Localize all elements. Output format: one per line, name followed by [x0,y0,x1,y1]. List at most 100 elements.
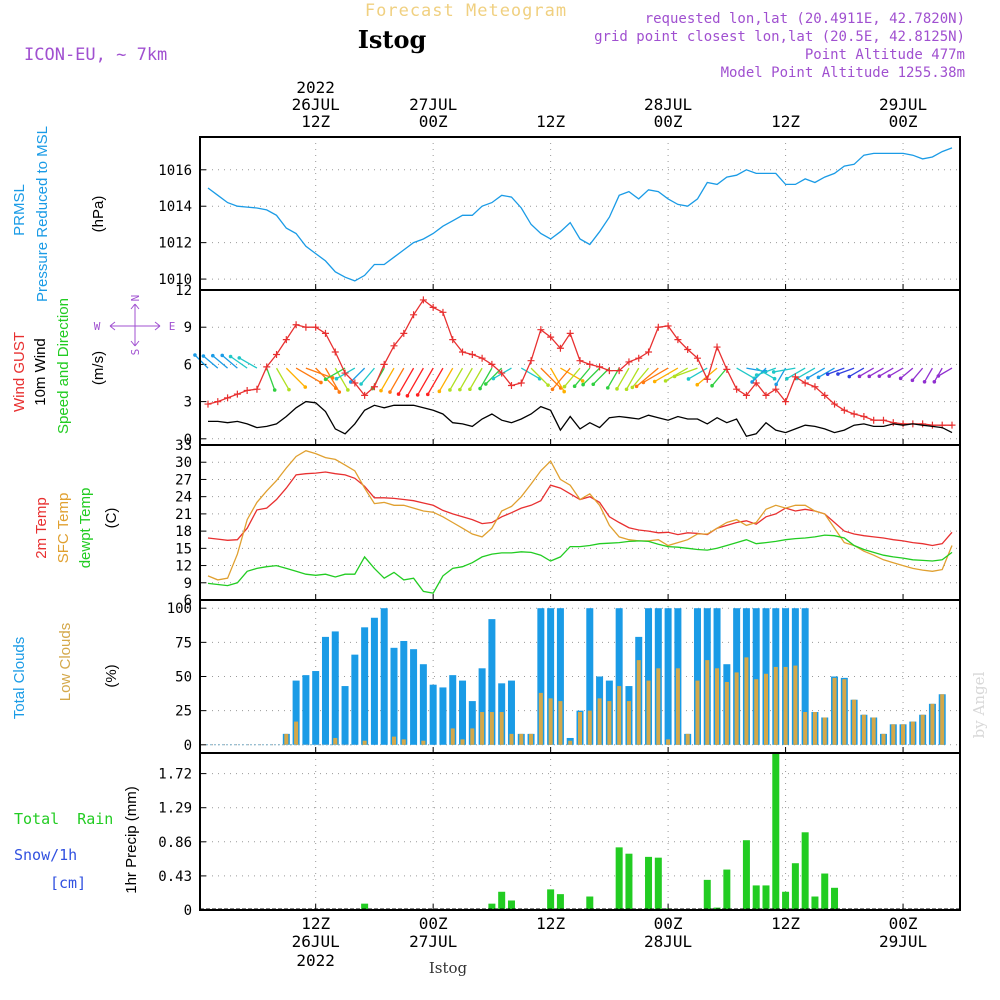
wind-barb [574,367,591,387]
gust-marker [459,348,467,356]
low-cloud-bar [812,712,817,745]
low-cloud-bar [450,728,455,745]
gust-marker [742,391,750,399]
low-cloud-bar [499,712,504,745]
total-cloud-bar [351,654,359,745]
low-cloud-bar [842,679,847,745]
wind-barb-head [836,372,840,376]
total-cloud-bar [292,680,300,745]
gust-marker [263,363,271,371]
wind-barb [773,367,796,373]
top-axis-hour: 00Z [419,112,448,131]
bottom-axis-hour: 12Z [771,914,800,933]
gust-marker [615,367,623,375]
total-cloud-bar [449,675,457,745]
wind-barb-head [562,384,567,389]
wind-barb-head [825,372,830,376]
wind-barb [469,367,483,390]
y-tick-label: 6 [184,593,192,609]
requested-coords: requested lon,lat (20.4911E, 42.7820N) [645,11,965,27]
bottom-axis-date: 26JUL [292,932,340,951]
wind-barb-head [898,376,903,381]
wind-barb [295,367,322,384]
total-cloud-bar [361,627,369,745]
y-tick-label: 50 [175,670,192,686]
precip-bar [645,856,653,910]
wind-barb-head [337,390,342,394]
low-cloud-bar [333,737,338,745]
y-tick-label: 0.86 [158,835,192,851]
wind-barb [438,367,454,392]
wind-barb [868,367,884,377]
wind-barb-head [478,386,482,391]
wind-speed-dir-label: Speed and Direction [55,298,72,434]
gust-marker [361,391,369,399]
precip-bar [772,753,780,910]
y-tick-label: 12 [175,283,192,299]
total-cloud-bar [321,636,329,745]
compass-east: E [169,320,176,333]
wind-barb [350,367,366,383]
wind-barb [427,367,444,395]
precip-bar [488,903,496,910]
series-line-2 [207,534,953,594]
total-cloud-bar [302,675,310,745]
wind-barb-head [652,379,657,384]
gust-marker [233,390,241,398]
total-cloud-bar [586,608,594,745]
low-cloud-bar [470,728,475,745]
total-cloud-bar [478,668,486,745]
gust-marker [703,375,711,383]
low-cloud-bar [724,681,729,745]
gust-marker [390,342,398,350]
gust-marker [576,357,584,365]
gust-marker [370,383,378,391]
wind-barb-head [867,374,872,379]
low-cloud-bar [793,665,798,745]
total-cloud-bar [312,671,320,745]
gust-marker [811,383,819,391]
wind-barb [796,367,816,380]
low-cloud-bar [626,701,631,745]
bottom-axis-hour: 00Z [654,914,683,933]
low-cloud-bar [852,699,857,745]
wind-gust-label: Wind GUST [11,332,28,412]
panel-precip: 0 0.43 0.86 1.29 1.72 [158,752,961,919]
wind-barb-head [546,383,550,387]
wind-barb-head [323,377,328,382]
low-cloud-bar [607,701,612,745]
total-cloud-bar [556,608,564,745]
wind-barb-head [922,379,927,384]
gust-marker [791,373,799,381]
total-cloud-bar [537,608,545,745]
wind-barb [911,367,924,381]
wind-barb [212,355,228,369]
location-title: Istog [358,25,427,54]
precip-bar [586,896,594,910]
gust-marker [341,369,349,377]
wind-barb [879,367,894,377]
y-tick-label: 0 [184,903,192,919]
wind-barb [786,367,806,380]
wind-barb-head [936,374,941,378]
wind-barb-head [379,388,383,393]
watermark: by Angel [970,671,988,738]
gust-marker [919,420,927,428]
wind-barb [711,367,728,387]
gust-marker [840,406,848,414]
y-tick-label: 3 [184,395,192,411]
bottom-axis-hour: 12Z [301,914,330,933]
wind-barb [616,367,630,390]
temp-unit: (C) [103,508,120,529]
wind-barb-head [562,389,566,394]
wind-unit: (m/s) [90,351,107,385]
wind-10m-label: 10m Wind [32,338,49,406]
gust-marker [605,367,613,375]
wind-barb-head [272,388,277,392]
gust-marker [351,379,359,387]
gust-marker [302,323,310,331]
low-cloud-bar [656,668,661,745]
wind-barb [305,367,333,379]
wind-barb-head [468,387,472,392]
wind-barb-head [437,389,442,394]
